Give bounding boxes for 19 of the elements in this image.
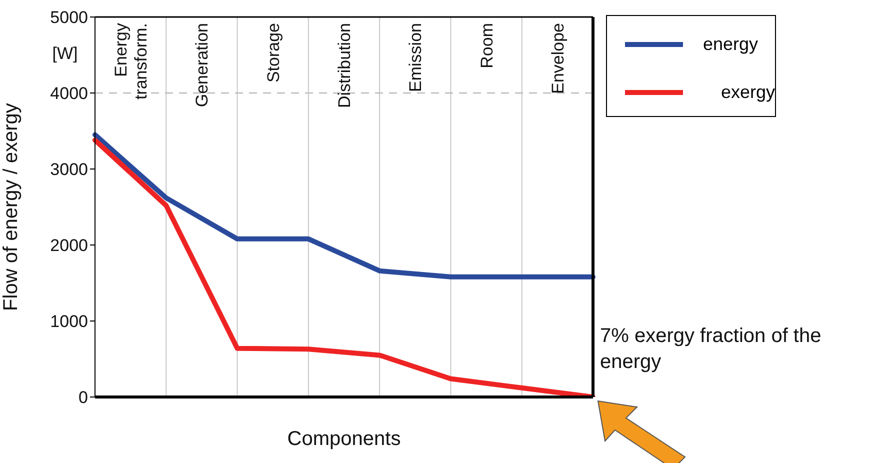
annotation: Envelope [548, 23, 568, 94]
y-tick-label: 1000 [50, 312, 88, 332]
x-axis-title: Components [287, 428, 401, 450]
y-tick-label: 3000 [50, 160, 88, 180]
text: 7% exergy fraction of the energy [600, 325, 822, 373]
annotation: Distribution [335, 23, 354, 108]
annotation: Room [477, 23, 496, 68]
y-tick-label: 0 [78, 388, 88, 408]
annotation: Storage [264, 23, 283, 83]
y-tick-label: 4000 [50, 84, 88, 104]
y-tick-label: 5000 [50, 8, 88, 28]
legend-label: exergy [721, 82, 776, 103]
annotation: Emission [406, 23, 426, 92]
text: [W] [52, 44, 78, 63]
legend-label: energy [703, 34, 758, 55]
y-tick-label: 2000 [50, 236, 88, 256]
y-axis-title: Flow of energy / exergy [0, 103, 22, 311]
annotation: Energy transform. [112, 22, 151, 100]
annotation: Generation [192, 23, 212, 108]
